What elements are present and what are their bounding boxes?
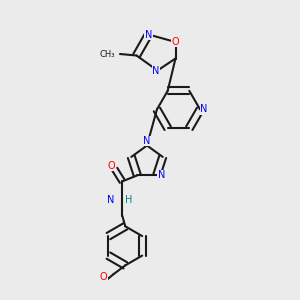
Text: O: O [172,37,179,47]
Text: N: N [158,170,165,180]
Text: N: N [143,136,151,146]
Text: O: O [108,161,116,171]
Text: N: N [107,195,115,205]
Text: CH₃: CH₃ [99,50,115,58]
Text: N: N [152,65,160,76]
Text: H: H [125,195,132,205]
Text: N: N [145,29,152,40]
Text: O: O [100,272,107,282]
Text: N: N [200,104,207,115]
